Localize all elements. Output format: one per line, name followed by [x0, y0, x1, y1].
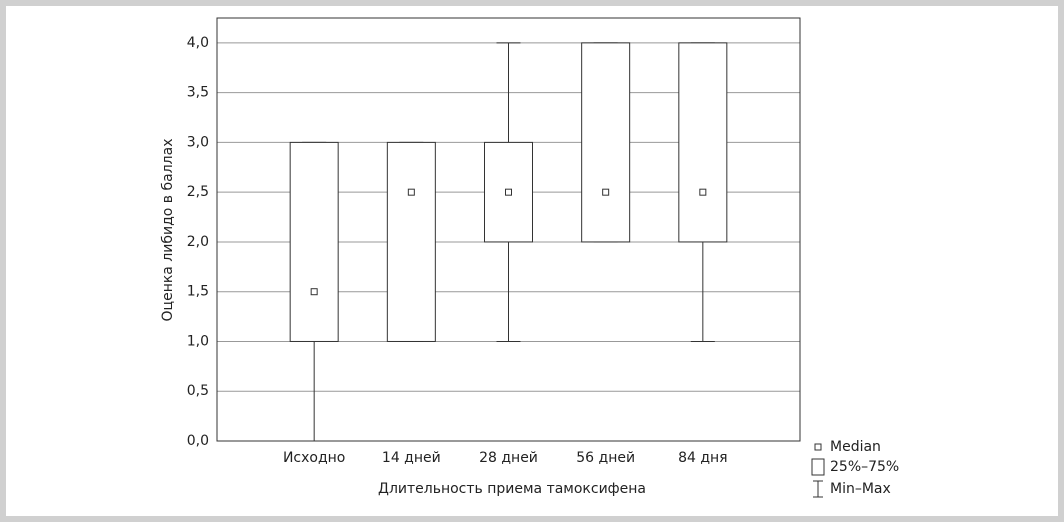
x-tick-label: Исходно [283, 450, 345, 466]
legend-label: 25%–75% [830, 459, 899, 475]
median [699, 188, 707, 196]
box [386, 141, 436, 342]
plot-area [216, 17, 801, 442]
y-tick-label: 2,0 [187, 234, 209, 250]
x-tick-label: 14 дней [382, 450, 441, 466]
box [581, 42, 631, 243]
x-tick-label: 28 дней [479, 450, 538, 466]
box [678, 42, 728, 243]
x-tick-label: 56 дней [576, 450, 635, 466]
median [602, 188, 610, 196]
y-tick-label: 3,5 [187, 85, 209, 101]
y-tick-label: 1,0 [187, 333, 209, 349]
y-tick-label: 1,5 [187, 284, 209, 300]
legend-label: Median [830, 439, 881, 455]
legend-label: Min–Max [830, 481, 891, 497]
y-axis-label: Оценка либидо в баллах [160, 139, 176, 322]
box [289, 141, 339, 342]
x-axis-label: Длительность приема тамоксифена [378, 481, 646, 497]
legend-box-icon [811, 458, 825, 476]
x-tick-label: 84 дня [678, 450, 728, 466]
y-tick-label: 2,5 [187, 184, 209, 200]
y-tick-label: 4,0 [187, 35, 209, 51]
y-tick-label: 0,0 [187, 433, 209, 449]
median [407, 188, 415, 196]
legend-median-icon [814, 443, 822, 451]
median [505, 188, 512, 196]
median [310, 288, 318, 296]
y-tick-label: 0,5 [187, 383, 209, 399]
y-tick-label: 3,0 [187, 134, 209, 150]
